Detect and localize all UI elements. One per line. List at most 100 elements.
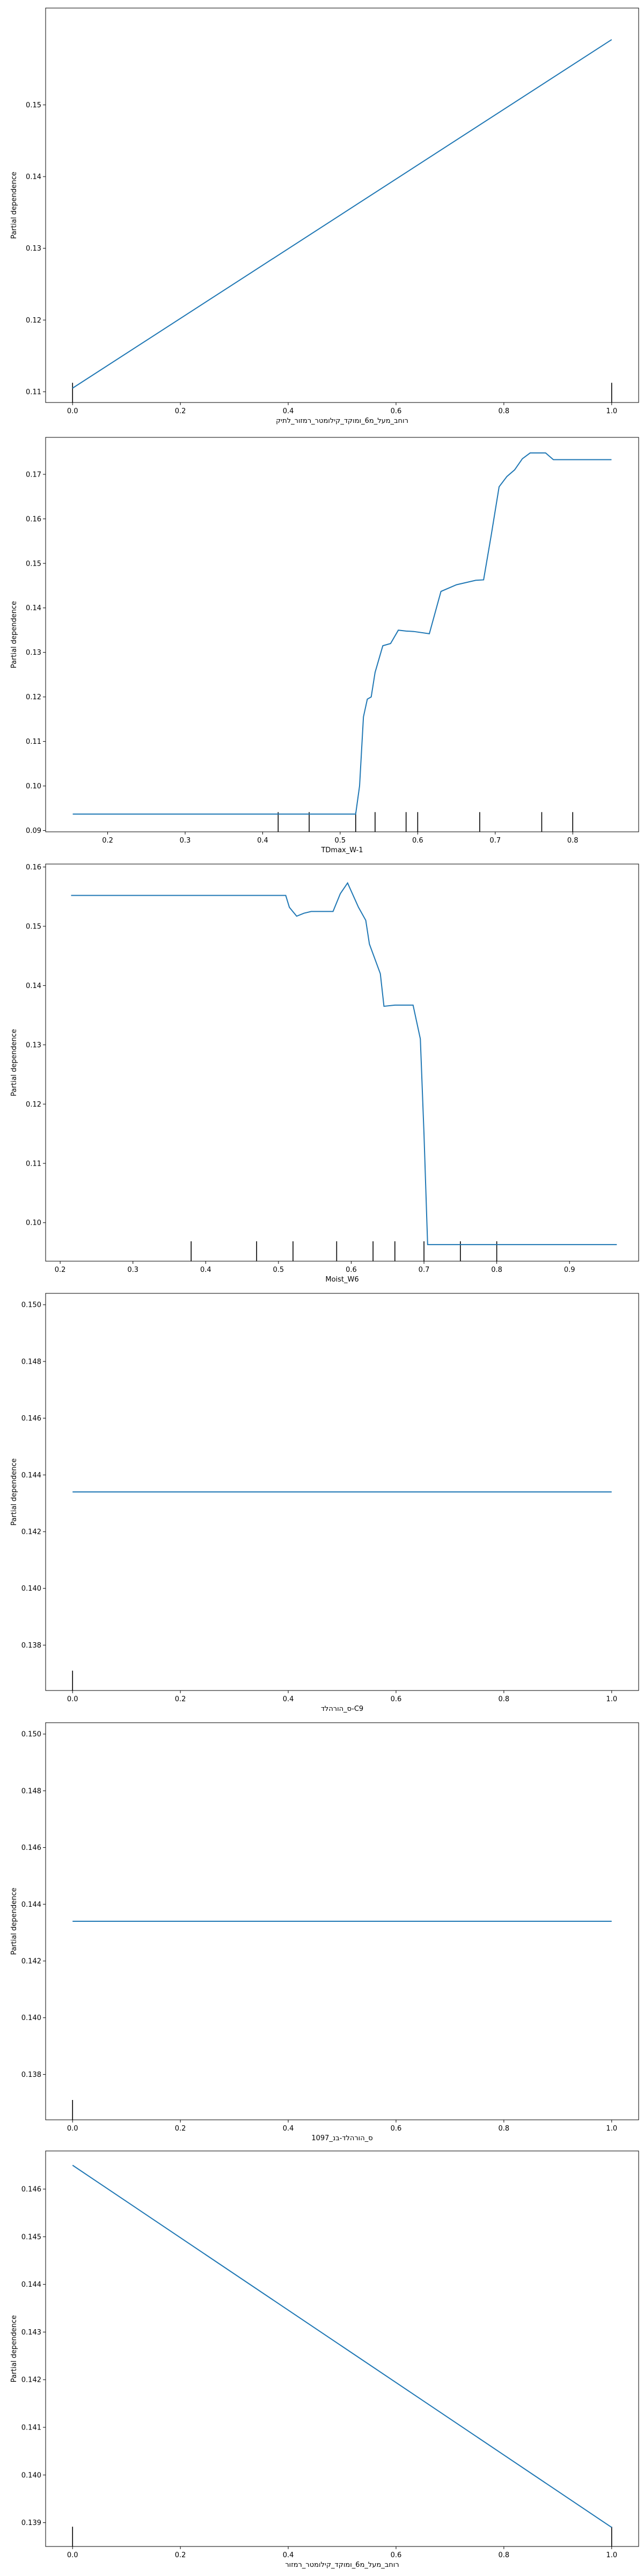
y-tick-label: 0.13	[26, 1041, 41, 1049]
x-tick-label: 1.0	[606, 2551, 617, 2559]
x-tick-label: 0.8	[567, 837, 579, 845]
x-tick-label: 0.4	[283, 407, 294, 415]
y-axis-label: Partial dependence	[10, 601, 18, 668]
x-tick-label: 0.2	[175, 2551, 186, 2559]
chart-panel: 0.0 0.2 0.4 0.6 0.8 1.0 0.138 0.140 0.142 0.144 0.…	[10, 1293, 639, 1713]
y-tick-label: 0.142	[21, 1958, 41, 1966]
y-tick-label: 0.13	[26, 245, 41, 253]
y-tick-label: 0.15	[26, 101, 41, 109]
x-tick-label: 0.4	[257, 837, 268, 845]
chart-panel: 0.2 0.3 0.4 0.5 0.6 0.7 0.8 0.09 0.10 0.11 0.12 0.1…	[10, 437, 639, 854]
y-axis-label: Partial dependence	[10, 1887, 18, 1955]
pd-series-line	[72, 2164, 612, 2528]
y-tick-label: 0.15	[26, 560, 41, 568]
x-tick-label: 0.3	[127, 1266, 138, 1274]
chart-panel: 0.0 0.2 0.4 0.6 0.8 1.0 0.11 0.12 0.13 0.14 0.15 רו…	[10, 8, 639, 425]
x-tick-label: 0.0	[67, 2125, 78, 2133]
x-tick-label: 0.5	[335, 837, 346, 845]
chart-panel: 0.0 0.2 0.4 0.6 0.8 1.0 0.139 0.140 0.141 0.142 0.…	[10, 2150, 639, 2569]
x-tick-label: 0.8	[499, 2551, 510, 2559]
y-tick-label: 0.12	[26, 693, 41, 701]
y-tick-label: 0.148	[21, 1787, 41, 1795]
x-axis-label: ס_הורהלד-C9	[321, 1705, 363, 1713]
x-tick-label: 0.6	[391, 407, 402, 415]
y-tick-label: 0.140	[21, 1585, 41, 1593]
x-tick-label: 0.0	[67, 407, 78, 415]
x-tick-label: 0.6	[391, 2125, 402, 2133]
y-tick-label: 0.150	[21, 1301, 41, 1309]
y-tick-label: 0.12	[26, 317, 41, 325]
y-tick-label: 0.12	[26, 1101, 41, 1109]
y-tick-label: 0.13	[26, 649, 41, 657]
x-tick-label: 1.0	[606, 1695, 617, 1703]
y-tick-label: 0.16	[26, 863, 41, 872]
plot-frame	[45, 8, 639, 403]
x-axis-label: ס_הורהלד-בנ_1097	[311, 2134, 372, 2142]
y-tick-label: 0.143	[21, 2329, 41, 2337]
y-axis-label: Partial dependence	[10, 1458, 18, 1525]
plot-frame	[45, 2150, 639, 2547]
y-tick-label: 0.17	[26, 471, 41, 479]
y-tick-label: 0.16	[26, 515, 41, 523]
x-tick-label: 0.6	[391, 2551, 402, 2559]
y-tick-label: 0.142	[21, 2376, 41, 2384]
x-tick-label: 0.4	[283, 1695, 294, 1703]
x-tick-label: 0.6	[391, 1695, 402, 1703]
x-axis-label: רוחב_מעל_מ6_ומוקד_קילומטר_רמזור_לתיק	[276, 417, 408, 425]
x-axis-label: רוחב_מעל_מ6_ומוקד_קילומטר_רמזור	[285, 2561, 399, 2569]
y-tick-label: 0.14	[26, 982, 41, 990]
y-tick-label: 0.144	[21, 2281, 41, 2289]
x-tick-label: 0.0	[67, 1695, 78, 1703]
y-tick-label: 0.141	[21, 2424, 41, 2432]
pd-series-line	[71, 882, 617, 1246]
x-tick-label: 0.6	[412, 837, 423, 845]
y-tick-label: 0.11	[26, 738, 41, 746]
y-tick-label: 0.148	[21, 1358, 41, 1366]
x-tick-label: 1.0	[606, 407, 617, 415]
x-tick-label: 0.6	[346, 1266, 357, 1274]
y-axis-label: Partial dependence	[10, 2315, 18, 2382]
y-tick-label: 0.138	[21, 1642, 41, 1650]
x-tick-label: 0.5	[273, 1266, 284, 1274]
y-tick-label: 0.145	[21, 2233, 41, 2241]
y-tick-label: 0.150	[21, 1731, 41, 1739]
y-tick-label: 0.09	[26, 827, 41, 835]
x-tick-label: 0.8	[499, 2125, 510, 2133]
x-tick-label: 1.0	[606, 2125, 617, 2133]
y-tick-label: 0.146	[21, 1415, 41, 1423]
x-axis-label: TDmax_W-1	[320, 846, 363, 854]
y-axis-label: Partial dependence	[10, 172, 18, 239]
plot-frame	[45, 1722, 639, 2120]
x-tick-label: 0.2	[102, 837, 113, 845]
plot-frame	[45, 437, 639, 832]
x-tick-label: 0.8	[499, 407, 510, 415]
plot-frame	[45, 1293, 639, 1691]
x-tick-label: 0.4	[283, 2125, 294, 2133]
y-tick-label: 0.15	[26, 923, 41, 931]
y-tick-label: 0.10	[26, 782, 41, 791]
y-tick-label: 0.146	[21, 1844, 41, 1852]
y-axis-label: Partial dependence	[10, 1029, 18, 1096]
x-tick-label: 0.0	[67, 2551, 78, 2559]
plot-frame	[45, 863, 639, 1262]
x-tick-label: 0.8	[491, 1266, 502, 1274]
pd-series-line	[72, 39, 612, 389]
x-tick-label: 0.4	[283, 2551, 294, 2559]
x-tick-label: 0.2	[175, 1695, 186, 1703]
y-tick-label: 0.140	[21, 2014, 41, 2022]
x-tick-label: 0.2	[175, 407, 186, 415]
x-tick-label: 0.2	[55, 1266, 66, 1274]
x-tick-label: 0.7	[489, 837, 501, 845]
x-tick-label: 0.8	[499, 1695, 510, 1703]
y-tick-label: 0.10	[26, 1219, 41, 1227]
y-tick-label: 0.11	[26, 388, 41, 396]
y-tick-label: 0.139	[21, 2519, 41, 2527]
x-tick-label: 0.4	[200, 1266, 211, 1274]
y-tick-label: 0.140	[21, 2471, 41, 2479]
y-tick-label: 0.14	[26, 604, 41, 612]
y-tick-label: 0.11	[26, 1160, 41, 1168]
y-tick-label: 0.142	[21, 1528, 41, 1536]
x-tick-label: 0.7	[419, 1266, 430, 1274]
y-tick-label: 0.14	[26, 173, 41, 181]
